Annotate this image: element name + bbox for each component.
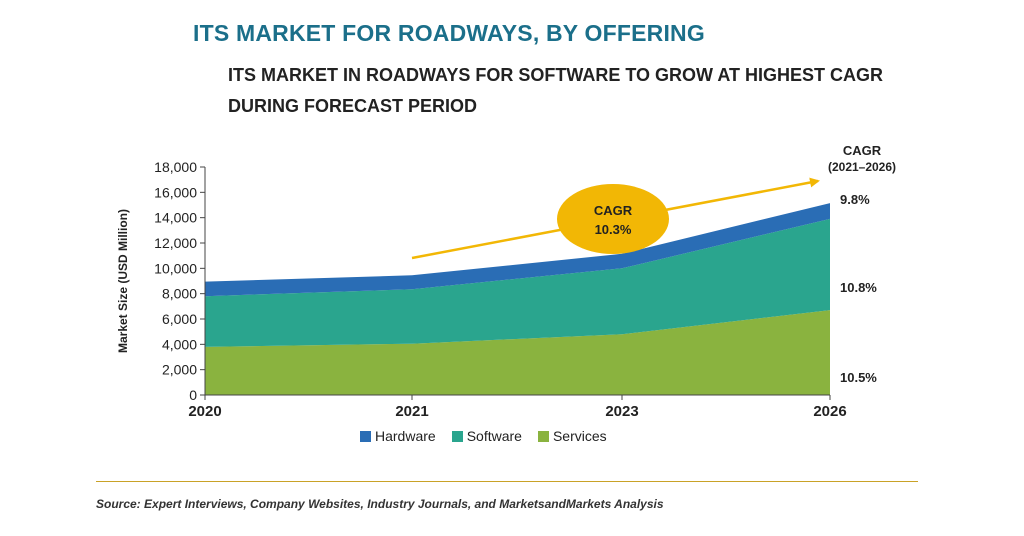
y-tick-label: 14,000 <box>154 210 197 226</box>
y-tick-label: 6,000 <box>162 311 197 327</box>
y-tick-label: 4,000 <box>162 336 197 352</box>
area-hardware <box>205 203 830 297</box>
cagr-period: (2021–2026) <box>828 160 896 174</box>
cagr-header: CAGR <box>843 143 882 158</box>
legend-item-services: Services <box>537 428 607 444</box>
legend-swatch-hardware <box>360 430 371 442</box>
x-tick-label: 2026 <box>813 403 846 420</box>
source-note: Source: Expert Interviews, Company Websi… <box>96 497 664 511</box>
y-axis-title: Market Size (USD Million) <box>116 209 130 353</box>
chart-title: ITS MARKET FOR ROADWAYS, BY OFFERING <box>193 20 705 46</box>
area-services <box>205 310 830 395</box>
area-software <box>205 218 830 347</box>
overall-cagr-value: 10.3% <box>595 222 632 237</box>
y-tick-label: 8,000 <box>162 286 197 302</box>
y-tick-label: 10,000 <box>154 260 197 276</box>
legend-item-software: Software <box>451 428 522 444</box>
cagr-label-hardware: 9.8% <box>840 192 870 207</box>
legend-label-software: Software <box>466 428 522 444</box>
legend-item-hardware: Hardware <box>360 428 436 444</box>
chart-subtitle: ITS MARKET IN ROADWAYS FOR SOFTWARE TO G… <box>228 65 884 116</box>
chart-legend: Hardware Software Services <box>360 428 607 444</box>
y-tick-label: 0 <box>189 387 197 403</box>
y-tick-label: 12,000 <box>154 235 197 251</box>
x-tick-label: 2023 <box>605 403 638 420</box>
x-tick-label: 2020 <box>188 403 221 420</box>
y-tick-label: 2,000 <box>162 362 197 378</box>
x-tick-label: 2021 <box>395 403 428 420</box>
legend-swatch-services <box>537 430 549 442</box>
y-tick-label: 16,000 <box>154 184 197 200</box>
y-tick-label: 18,000 <box>154 159 197 175</box>
overall-cagr-bubble <box>557 184 669 254</box>
cagr-label-software: 10.8% <box>840 280 877 295</box>
legend-label-services: Services <box>552 428 607 444</box>
footer-divider <box>96 481 918 482</box>
legend-swatch-software <box>451 430 463 442</box>
area-chart: 0 2,000 4,000 6,000 8,000 10,000 12,000 14,000 1… <box>116 143 896 420</box>
legend-label-hardware: Hardware <box>375 428 436 444</box>
cagr-label-services: 10.5% <box>840 370 877 385</box>
overall-cagr-label: CAGR <box>594 203 633 218</box>
